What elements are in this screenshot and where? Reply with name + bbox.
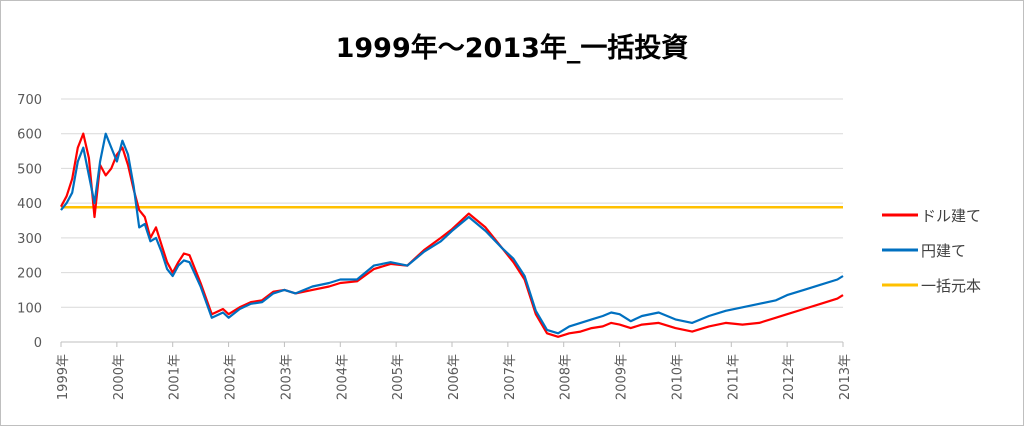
y-tick-label: 400 bbox=[17, 197, 42, 212]
x-tick-label: 2001年 bbox=[168, 354, 183, 400]
x-tick-label: 2007年 bbox=[503, 354, 518, 400]
y-tick-label: 300 bbox=[17, 232, 42, 247]
series-line-0 bbox=[60, 132, 844, 338]
x-tick-label: 2012年 bbox=[782, 354, 797, 400]
x-tick-label: 1999年 bbox=[56, 354, 71, 400]
series-line-1 bbox=[60, 132, 844, 335]
x-tick-label: 2009年 bbox=[615, 354, 630, 400]
chart-title: 1999年～2013年_一括投資 bbox=[336, 32, 689, 64]
y-tick-label: 500 bbox=[17, 162, 42, 177]
x-tick-label: 2003年 bbox=[279, 354, 294, 400]
x-tick-label: 2004年 bbox=[335, 354, 350, 400]
y-tick-label: 600 bbox=[17, 128, 42, 143]
x-tick-label: 2008年 bbox=[559, 354, 574, 400]
gridlines bbox=[61, 98, 843, 343]
x-tick-label: 2000年 bbox=[112, 354, 127, 400]
legend-label: ドル建て bbox=[921, 207, 981, 225]
legend-label: 一括元本 bbox=[921, 277, 981, 295]
series-lines bbox=[60, 132, 844, 338]
x-tick-label: 2002年 bbox=[224, 354, 239, 400]
legend-label: 円建て bbox=[921, 242, 966, 260]
x-tick-label: 2005年 bbox=[391, 354, 406, 400]
x-tick-label: 2010年 bbox=[670, 354, 685, 400]
y-tick-label: 100 bbox=[17, 301, 42, 316]
x-tick-label: 2013年 bbox=[838, 354, 853, 400]
y-tick-label: 200 bbox=[17, 267, 42, 282]
y-tick-label: 0 bbox=[34, 336, 42, 351]
y-tick-label: 700 bbox=[17, 93, 42, 108]
x-tick-label: 2011年 bbox=[726, 354, 741, 400]
x-tick-label: 2006年 bbox=[447, 354, 462, 400]
x-axis-ticks: 1999年 2000年 2001年 2002年 2003年 2004年 2005年 2006年… bbox=[56, 342, 853, 400]
y-axis-ticks: 0 100 200 300 400 500 600 700 bbox=[17, 93, 42, 351]
